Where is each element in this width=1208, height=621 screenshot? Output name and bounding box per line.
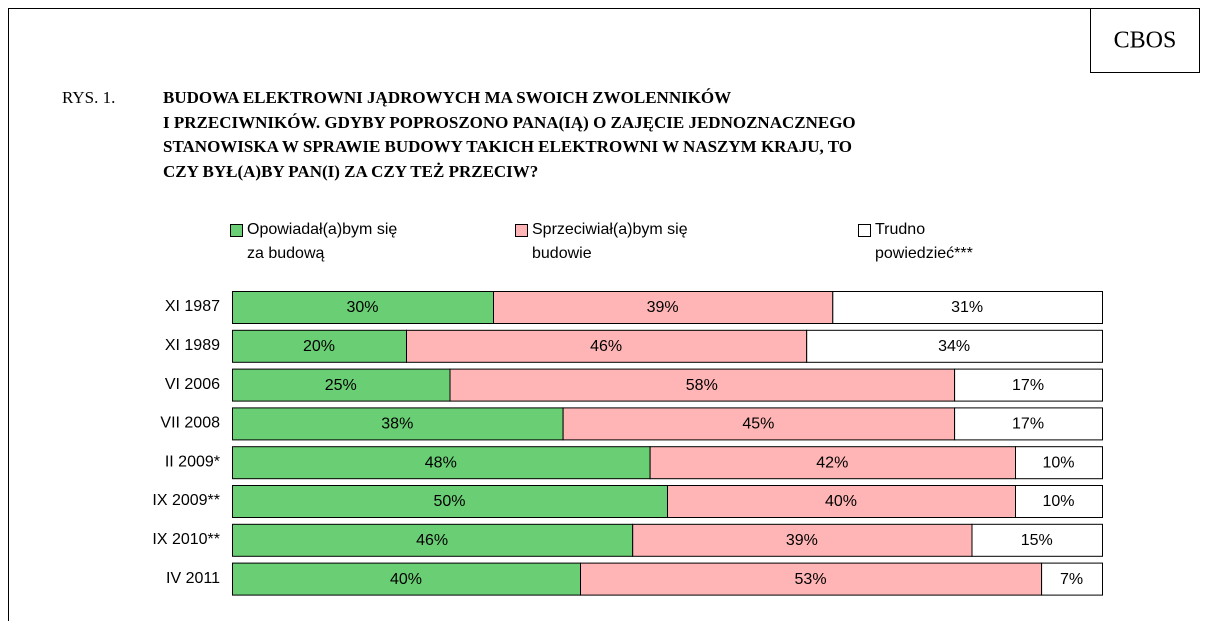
- data-label: 38%: [381, 416, 413, 433]
- data-label: 45%: [742, 416, 774, 433]
- data-label: 34%: [938, 338, 970, 355]
- legend-swatch: [230, 224, 243, 237]
- data-label: 50%: [433, 493, 465, 510]
- bar-segment: [1015, 446, 1103, 480]
- source: CBOS: [1114, 28, 1177, 54]
- bar-segment: [493, 291, 834, 324]
- bar-segment: [580, 562, 1043, 596]
- y-tick-label: VI 2006: [165, 376, 220, 393]
- legend-label: Sprzeciwiał(a)bym się budowie: [532, 221, 688, 262]
- y-tick-label: IV 2011: [166, 570, 220, 587]
- data-label: 40%: [390, 571, 422, 588]
- bar-segment: [954, 407, 1103, 441]
- y-tick-label: IX 2010**: [152, 531, 220, 548]
- bar-segment: [232, 407, 564, 441]
- data-label: 39%: [786, 532, 818, 549]
- data-label: 10%: [1042, 493, 1074, 510]
- bar-segment: [971, 523, 1103, 557]
- data-label: 31%: [951, 299, 983, 316]
- data-label: 17%: [1012, 377, 1044, 394]
- data-label: 30%: [346, 299, 378, 316]
- bar-segment: [832, 291, 1103, 324]
- bar-segment: [406, 329, 808, 363]
- data-label: 48%: [425, 454, 457, 471]
- figure-label: RYS. 1.: [62, 88, 116, 107]
- y-tick-label: XI 1989: [165, 337, 220, 354]
- data-label: 10%: [1042, 454, 1074, 471]
- data-label: 15%: [1021, 532, 1053, 549]
- bar-segment: [1041, 562, 1103, 596]
- bar-segment: [562, 407, 956, 441]
- bar-segment: [232, 329, 407, 363]
- data-label: 46%: [590, 338, 622, 355]
- data-label: 53%: [795, 571, 827, 588]
- bar-segment: [232, 485, 668, 518]
- bar-segment: [632, 523, 973, 557]
- bar-segment: [954, 368, 1103, 402]
- y-tick-label: VII 2008: [160, 415, 220, 432]
- bar-segment: [232, 291, 494, 324]
- data-label: 39%: [647, 299, 679, 316]
- chart-title: BUDOWA ELEKTROWNI JĄDROWYCH MA SWOICH ZW…: [163, 88, 856, 181]
- legend-swatch: [515, 224, 528, 237]
- data-label: 7%: [1060, 571, 1083, 588]
- legend-label: Opowiadał(a)bym się za budową: [247, 221, 398, 262]
- data-label: 58%: [686, 377, 718, 394]
- bar-segment: [649, 446, 1016, 480]
- y-tick-label: XI 1987: [165, 298, 220, 315]
- data-label: 17%: [1012, 416, 1044, 433]
- bar-segment: [667, 485, 1016, 518]
- bar-segment: [1015, 485, 1103, 518]
- data-label: 20%: [303, 338, 335, 355]
- legend-swatch: [858, 224, 871, 237]
- y-tick-label: II 2009*: [165, 453, 220, 470]
- data-label: 42%: [816, 454, 848, 471]
- bar-segment: [232, 446, 651, 480]
- source-box: [1090, 8, 1200, 73]
- bar-segment: [232, 368, 451, 402]
- bar-segment: [449, 368, 956, 402]
- legend-label: Trudno powiedzieć***: [875, 221, 973, 262]
- bar-segment: [806, 329, 1103, 363]
- data-label: 25%: [325, 377, 357, 394]
- y-tick-label: IX 2009**: [152, 492, 220, 509]
- data-label: 40%: [825, 493, 857, 510]
- data-label: 46%: [416, 532, 448, 549]
